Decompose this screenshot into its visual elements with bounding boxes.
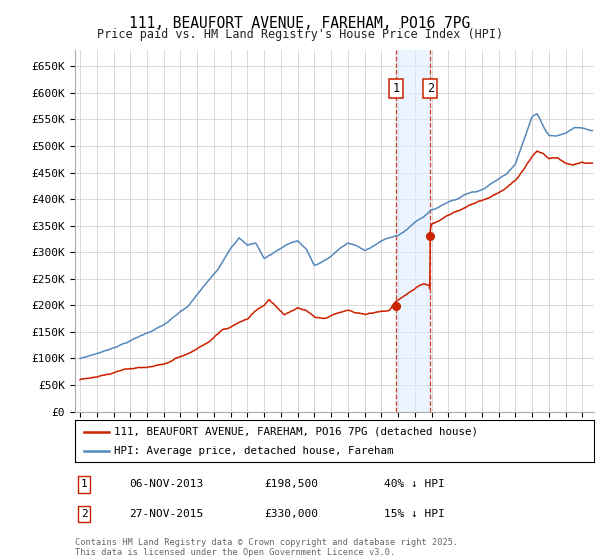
Text: 40% ↓ HPI: 40% ↓ HPI: [384, 479, 445, 489]
Text: 2: 2: [427, 82, 434, 95]
Text: Price paid vs. HM Land Registry's House Price Index (HPI): Price paid vs. HM Land Registry's House …: [97, 28, 503, 41]
Text: 1: 1: [392, 82, 400, 95]
Text: £330,000: £330,000: [264, 509, 318, 519]
Text: 111, BEAUFORT AVENUE, FAREHAM, PO16 7PG: 111, BEAUFORT AVENUE, FAREHAM, PO16 7PG: [130, 16, 470, 31]
Text: 06-NOV-2013: 06-NOV-2013: [129, 479, 203, 489]
Text: 111, BEAUFORT AVENUE, FAREHAM, PO16 7PG (detached house): 111, BEAUFORT AVENUE, FAREHAM, PO16 7PG …: [114, 427, 478, 437]
Text: 1: 1: [80, 479, 88, 489]
Text: Contains HM Land Registry data © Crown copyright and database right 2025.
This d: Contains HM Land Registry data © Crown c…: [75, 538, 458, 557]
Text: 15% ↓ HPI: 15% ↓ HPI: [384, 509, 445, 519]
Text: £198,500: £198,500: [264, 479, 318, 489]
Text: HPI: Average price, detached house, Fareham: HPI: Average price, detached house, Fare…: [114, 446, 394, 456]
Text: 2: 2: [80, 509, 88, 519]
Text: 27-NOV-2015: 27-NOV-2015: [129, 509, 203, 519]
Bar: [396, 50, 430, 412]
